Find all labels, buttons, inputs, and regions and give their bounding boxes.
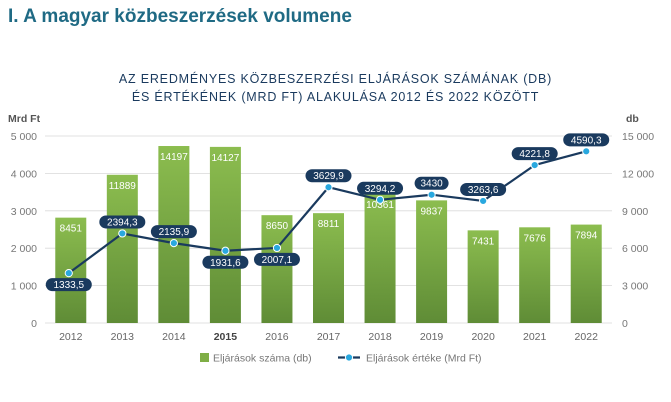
bar-value-label: 14127: [212, 153, 240, 164]
line-value-pill: [253, 252, 300, 266]
left-tick-label: 5 000: [11, 131, 37, 143]
legend-line-marker: [344, 353, 354, 362]
right-tick-label: 6 000: [622, 243, 648, 255]
x-tick-label: 2016: [265, 331, 289, 343]
x-tick-label: 2017: [317, 331, 341, 343]
left-tick-label: 4 000: [11, 168, 37, 180]
line-value-label: 4590,3: [571, 135, 602, 146]
right-tick-label: 9 000: [622, 206, 648, 218]
legend-bar-swatch: [200, 353, 209, 362]
line-marker: [324, 183, 333, 192]
line-value-label: 2135,9: [159, 227, 190, 238]
line-value-pill: [357, 181, 404, 195]
left-tick-label: 3 000: [11, 206, 37, 218]
bar-value-label: 7431: [472, 236, 495, 247]
chart-subtitle: ÉS ÉRTÉKÉNEK (MRD FT) ALAKULÁSA 2012 ÉS …: [131, 90, 540, 104]
x-tick-label: 2018: [368, 331, 392, 343]
line-marker: [118, 229, 127, 238]
line-marker: [64, 269, 73, 278]
right-axis-unit: db: [626, 113, 639, 125]
right-tick-label: 15 000: [622, 131, 654, 143]
line-marker: [375, 195, 385, 204]
line-value-label: 3294,2: [365, 184, 396, 195]
line-value-label: 1333,5: [53, 280, 84, 291]
line-marker: [221, 246, 230, 255]
bar: [519, 227, 551, 323]
x-tick-label: 2019: [420, 331, 444, 343]
x-tick-label: 2022: [575, 331, 599, 343]
bar-value-label: 10361: [366, 200, 394, 211]
line-value-label: 3263,6: [468, 185, 499, 196]
bar-value-label: 7676: [524, 233, 547, 244]
line-marker: [272, 243, 282, 253]
bar-value-label: 9837: [420, 206, 443, 217]
line-value-pill: [305, 169, 352, 183]
line-value-label: 1931,6: [210, 258, 241, 269]
section-heading: I. A magyar közbeszerzések volumene: [8, 6, 352, 27]
line-marker: [169, 239, 178, 248]
line-value-pill: [460, 182, 507, 196]
bar-value-label: 8650: [266, 221, 289, 232]
left-tick-label: 2 000: [11, 243, 37, 255]
line-value-pill: [150, 225, 197, 239]
line-value-pill: [414, 176, 449, 190]
bar: [209, 146, 241, 323]
line-marker: [427, 190, 436, 199]
right-tick-label: 12 000: [622, 168, 654, 180]
bar-value-label: 8811: [318, 219, 340, 230]
line-value-pill: [99, 215, 146, 229]
bar: [416, 200, 448, 323]
x-tick-label: 2013: [111, 331, 135, 343]
x-tick-label: 2015: [214, 331, 238, 343]
x-tick-label: 2020: [471, 331, 495, 343]
line-marker: [582, 147, 591, 156]
line-value-label: 2007,1: [262, 255, 293, 266]
line-value-pill: [563, 133, 610, 147]
left-tick-label: 0: [31, 318, 37, 330]
left-tick-label: 1 000: [11, 281, 37, 293]
bar-value-label: 14197: [160, 152, 188, 163]
right-tick-label: 0: [622, 318, 628, 330]
bar: [364, 193, 396, 323]
bar-value-label: 11889: [109, 181, 137, 192]
x-tick-label: 2021: [523, 331, 547, 343]
bar: [106, 174, 138, 323]
bar-value-label: 8451: [60, 224, 83, 235]
line-marker: [479, 196, 488, 206]
line-value-pill: [202, 255, 249, 269]
line-value-label: 2394,3: [107, 217, 138, 228]
chart-title: AZ EREDMÉNYES KÖZBESZERZÉSI ELJÁRÁSOK SZ…: [118, 72, 553, 86]
line-value-pill: [511, 147, 558, 161]
bar-value-label: 7894: [575, 231, 598, 242]
left-axis-unit: Mrd Ft: [8, 113, 41, 125]
right-tick-label: 3 000: [622, 281, 648, 293]
legend-bar-label: Eljárások száma (db): [213, 353, 312, 365]
bar: [570, 224, 602, 323]
line-value-pill: [45, 278, 92, 292]
bar: [313, 213, 344, 323]
bar: [261, 215, 293, 323]
bar: [467, 230, 499, 323]
x-tick-label: 2014: [162, 331, 186, 343]
line-value-label: 3430: [420, 179, 443, 190]
x-tick-label: 2012: [59, 331, 83, 343]
line-value-label: 3629,9: [313, 171, 344, 182]
line-marker: [530, 161, 539, 170]
line-value-label: 4221,8: [519, 149, 550, 160]
legend-line-label: Eljárások értéke (Mrd Ft): [366, 353, 482, 365]
